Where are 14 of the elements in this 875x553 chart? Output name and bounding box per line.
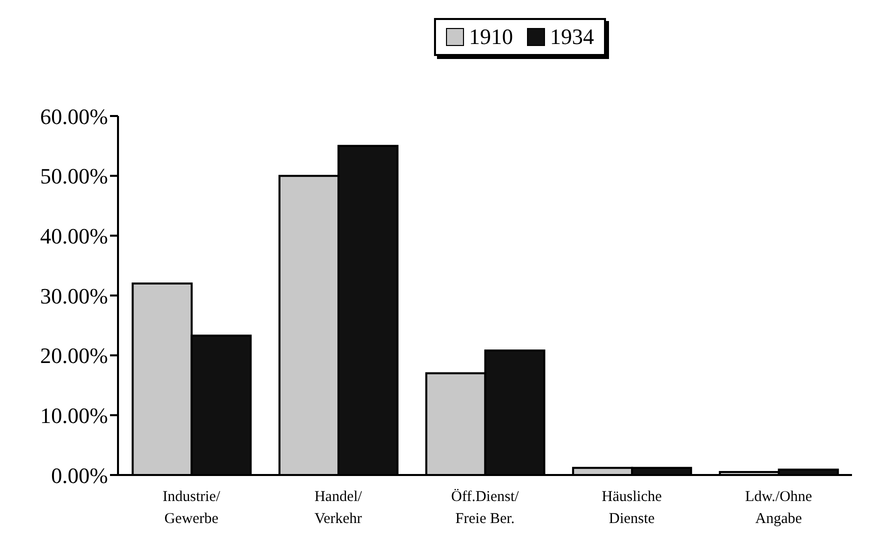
- legend-label: 1910: [468, 24, 513, 50]
- y-tick-label: 20.00%: [40, 343, 108, 368]
- y-tick-label: 40.00%: [40, 223, 108, 248]
- x-tick-label: Handel/ Verkehr: [314, 489, 363, 527]
- x-tick-label: Häusliche Dienste: [602, 489, 662, 527]
- y-tick-label: 50.00%: [40, 164, 108, 189]
- legend-label: 1934: [549, 24, 594, 50]
- y-tick-label: 60.00%: [40, 104, 108, 129]
- x-tick-label: Öff.Dienst/ Freie Ber.: [451, 488, 520, 527]
- y-tick-label: 0.00%: [51, 462, 108, 488]
- y-tick-label: 10.00%: [40, 402, 108, 428]
- x-tick-label: Ldw./Ohne Angabe: [745, 489, 812, 527]
- x-tick-label: Industrie/ Gewerbe: [162, 489, 221, 527]
- y-tick-label: 30.00%: [40, 283, 108, 308]
